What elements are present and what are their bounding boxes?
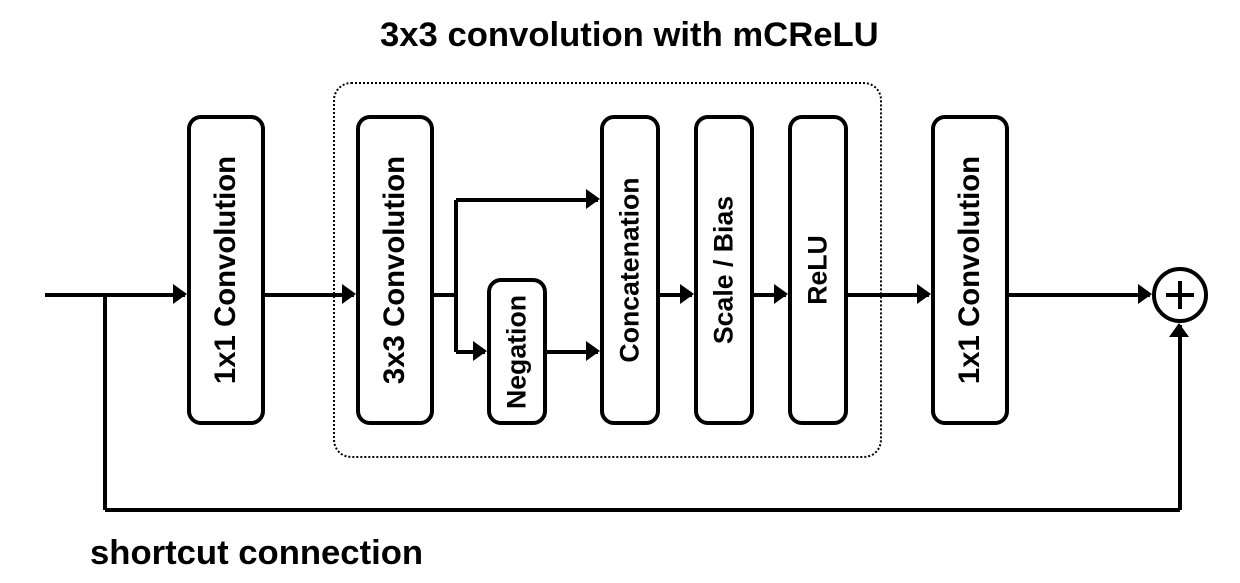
- arrow-conv3-to-negation: [473, 341, 487, 361]
- arrow-concat-to-scale: [680, 284, 694, 304]
- arrow-shortcut-to-plus: [1169, 323, 1189, 337]
- edge-conv1out-to-plus: [1009, 293, 1150, 297]
- block-scalebias: Scale / Bias: [694, 115, 754, 425]
- edge-input-to-conv1: [45, 293, 185, 297]
- arrow-input-to-conv1: [173, 284, 187, 304]
- block-relu: ReLU: [788, 115, 848, 425]
- block-conv3x3: 3x3 Convolution: [356, 115, 434, 425]
- arrow-relu-to-conv1out: [917, 284, 931, 304]
- block-label-concat: Concatenation: [615, 177, 646, 362]
- block-negation: Negation: [487, 278, 547, 425]
- block-label-conv1x1_out: 1x1 Convolution: [953, 156, 987, 384]
- block-conv1x1_in: 1x1 Convolution: [187, 115, 265, 425]
- diagram-title: 3x3 convolution with mCReLU: [380, 16, 879, 55]
- block-conv1x1_out: 1x1 Convolution: [931, 115, 1009, 425]
- edge-conv3-splitter: [454, 200, 458, 352]
- edge-shortcut-bottom: [105, 508, 1180, 512]
- block-label-negation: Negation: [502, 294, 533, 408]
- arrow-negation-to-concat: [586, 341, 600, 361]
- sum-node: [1152, 267, 1208, 323]
- arrow-scale-to-relu: [774, 284, 788, 304]
- edge-conv3-stub: [434, 293, 456, 297]
- shortcut-label: shortcut connection: [90, 534, 423, 573]
- diagram-canvas: 3x3 convolution with mCReLU shortcut conn…: [0, 0, 1240, 583]
- block-label-relu: ReLU: [803, 235, 834, 305]
- arrow-conv3-to-concat-top: [586, 189, 600, 209]
- edge-conv1-to-conv3: [265, 293, 354, 297]
- edge-shortcut-drop: [103, 295, 107, 510]
- block-label-conv1x1_in: 1x1 Convolution: [209, 156, 243, 384]
- edge-shortcut-rise: [1178, 325, 1182, 510]
- block-label-conv3x3: 3x3 Convolution: [378, 156, 412, 384]
- arrow-conv1out-to-plus: [1138, 284, 1152, 304]
- arrow-conv1-to-conv3: [342, 284, 356, 304]
- edge-conv3-to-concat-top: [456, 198, 598, 202]
- block-concat: Concatenation: [600, 115, 660, 425]
- block-label-scalebias: Scale / Bias: [709, 196, 740, 344]
